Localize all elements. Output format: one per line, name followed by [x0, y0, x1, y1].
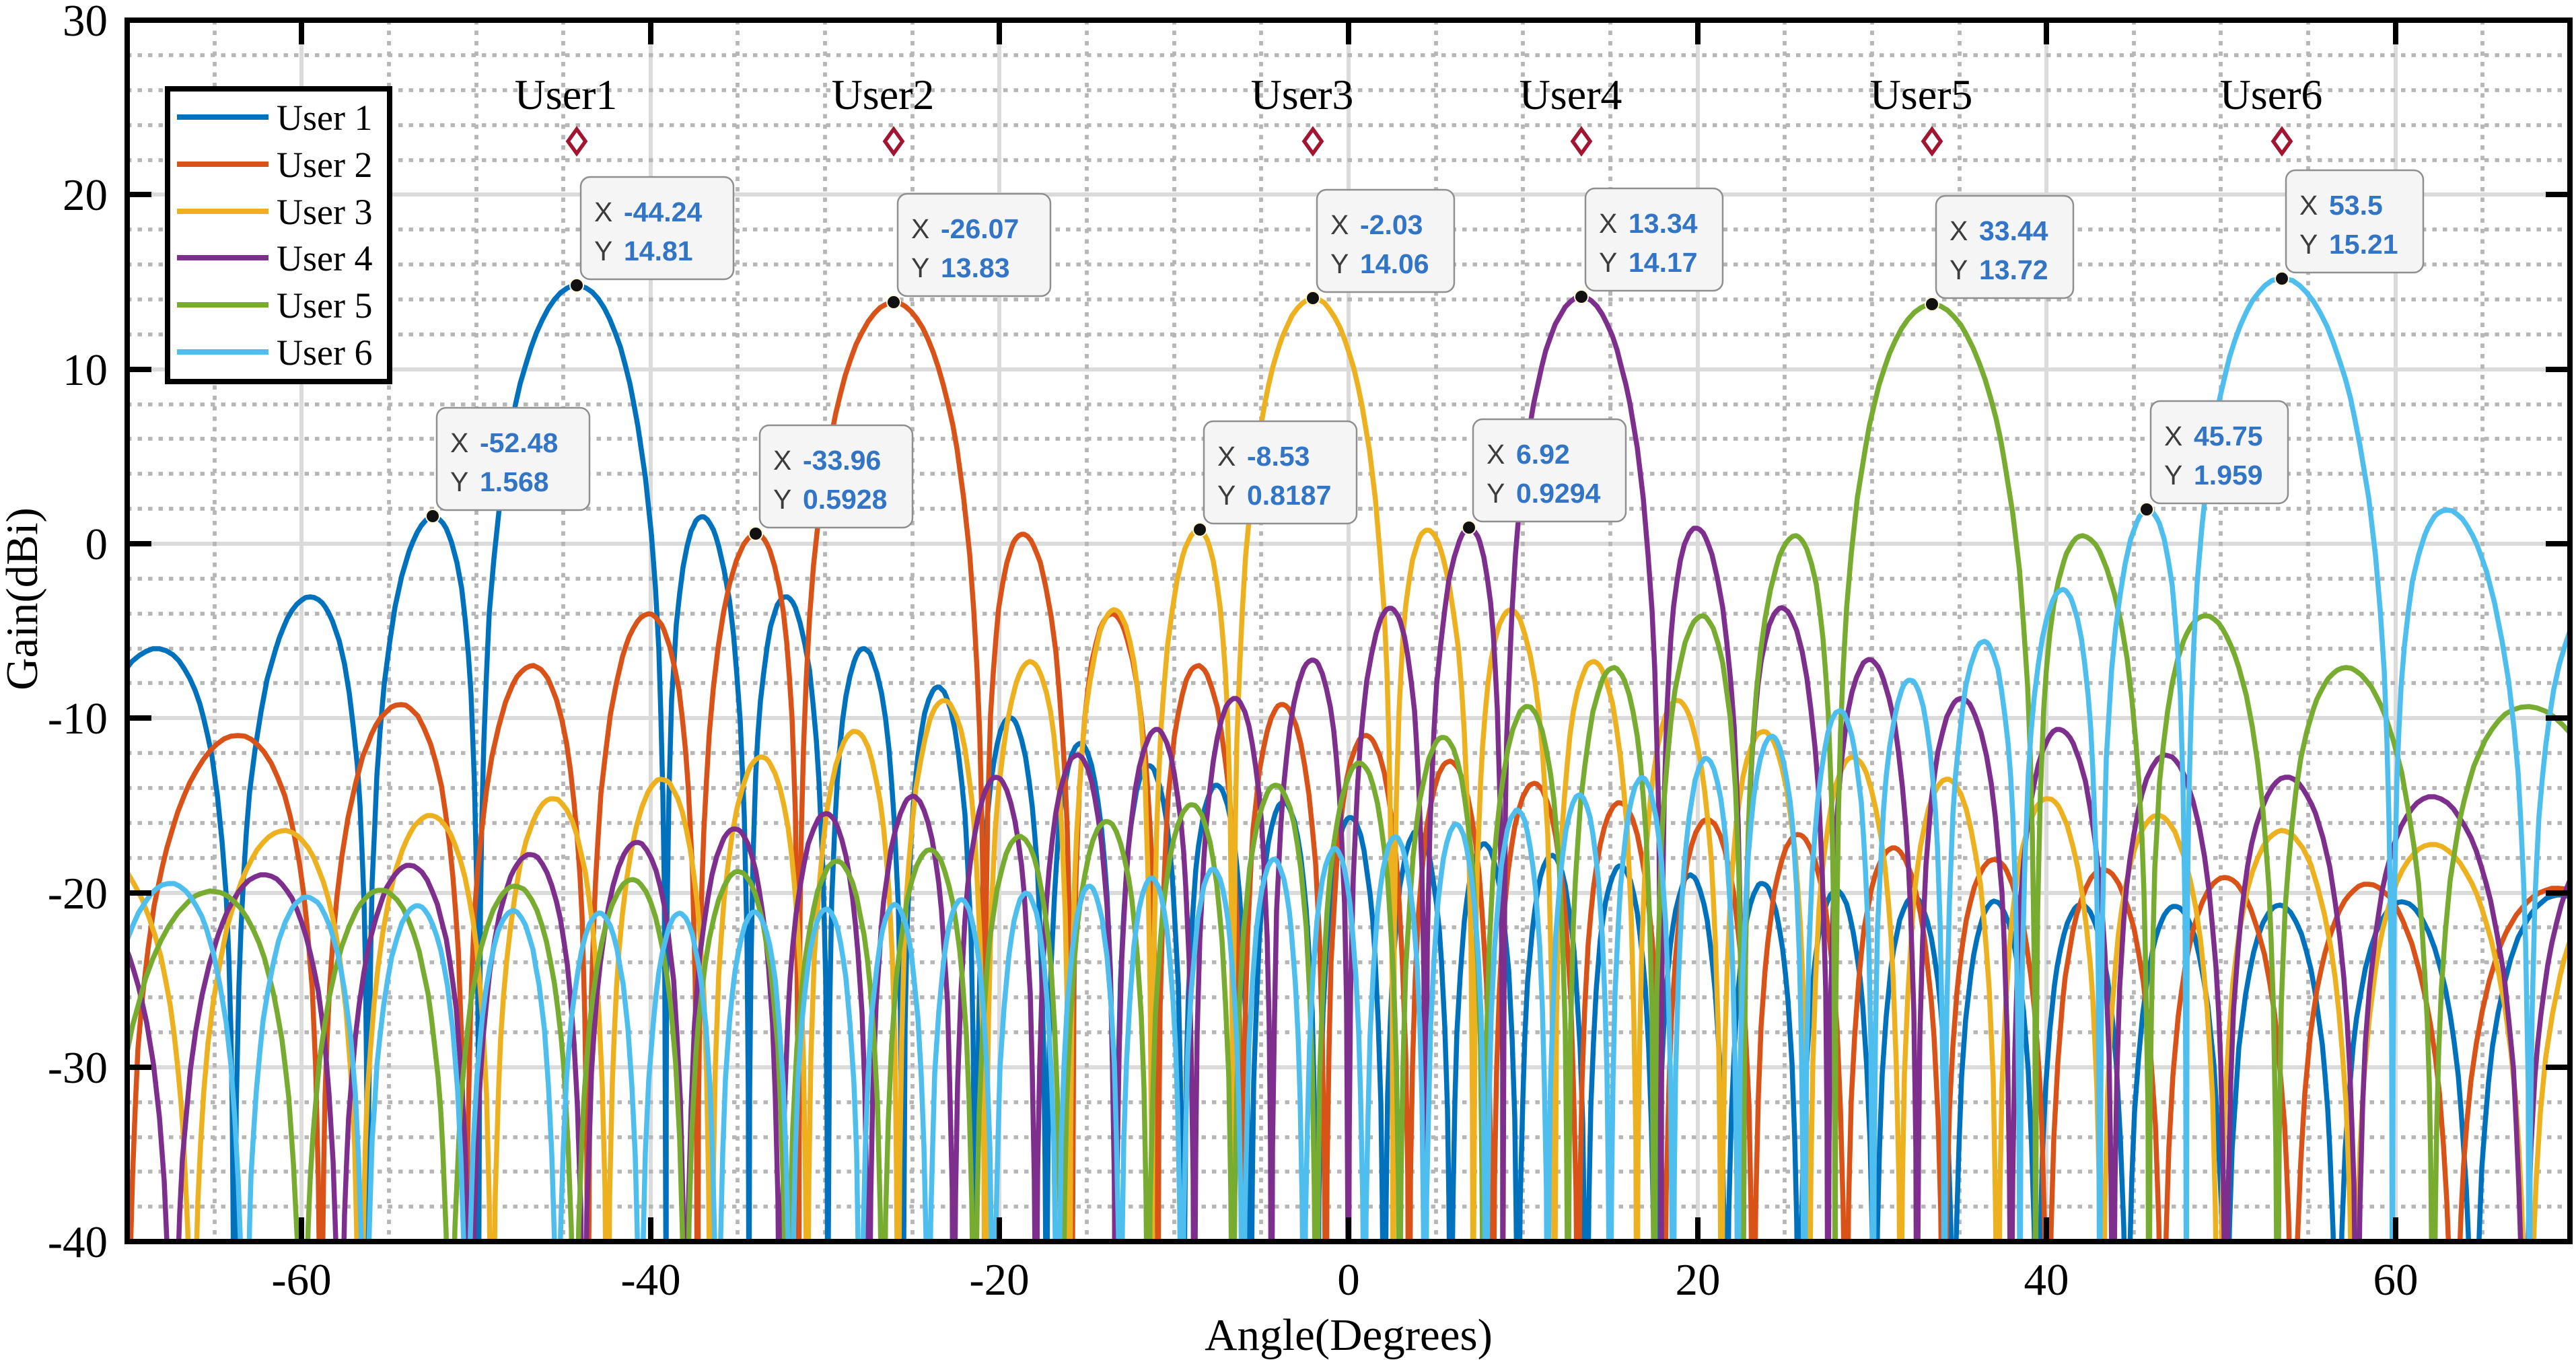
svg-text:Gain(dBi): Gain(dBi) [0, 507, 47, 690]
svg-text:X: X [2164, 421, 2182, 452]
svg-text:X: X [2299, 190, 2318, 221]
svg-text:6.92: 6.92 [1516, 439, 1570, 470]
svg-text:-26.07: -26.07 [941, 213, 1019, 244]
svg-text:1.959: 1.959 [2194, 460, 2263, 491]
svg-text:0.8187: 0.8187 [1247, 480, 1331, 511]
svg-text:-20: -20 [969, 1255, 1029, 1305]
svg-text:-33.96: -33.96 [803, 445, 881, 476]
svg-text:1.568: 1.568 [480, 466, 549, 497]
svg-text:15.21: 15.21 [2329, 229, 2398, 260]
svg-text:User 1: User 1 [277, 98, 372, 138]
svg-text:User 2: User 2 [277, 145, 372, 185]
svg-text:0.9294: 0.9294 [1516, 478, 1601, 509]
svg-text:X: X [1487, 439, 1505, 470]
svg-text:30: 30 [63, 0, 108, 46]
svg-text:X: X [594, 196, 612, 227]
svg-text:53.5: 53.5 [2329, 190, 2383, 221]
svg-text:Y: Y [773, 484, 791, 515]
svg-text:14.17: 14.17 [1629, 247, 1698, 278]
svg-text:User6: User6 [2220, 71, 2323, 118]
svg-text:X: X [773, 445, 791, 476]
svg-text:40: 40 [2024, 1255, 2069, 1305]
svg-text:10: 10 [63, 345, 108, 395]
svg-text:45.75: 45.75 [2194, 421, 2263, 452]
svg-text:0: 0 [1337, 1255, 1360, 1305]
svg-text:Y: Y [450, 466, 468, 497]
svg-text:-10: -10 [48, 694, 108, 744]
svg-text:20: 20 [1676, 1255, 1721, 1305]
svg-text:User2: User2 [832, 71, 935, 118]
svg-text:User4: User4 [1519, 71, 1622, 118]
svg-text:13.72: 13.72 [1979, 254, 2048, 285]
svg-text:Angle(Degrees): Angle(Degrees) [1205, 1310, 1493, 1360]
svg-text:0.5928: 0.5928 [803, 484, 887, 515]
svg-text:-60: -60 [271, 1255, 331, 1305]
svg-text:Y: Y [1487, 478, 1505, 509]
svg-text:-40: -40 [48, 1217, 108, 1267]
svg-text:20: 20 [63, 170, 108, 220]
svg-text:33.44: 33.44 [1979, 215, 2048, 246]
svg-text:Y: Y [594, 236, 612, 266]
svg-text:User 5: User 5 [277, 285, 372, 326]
svg-text:Y: Y [1217, 480, 1236, 511]
svg-text:X: X [1330, 209, 1349, 240]
svg-text:X: X [450, 427, 468, 458]
svg-text:Y: Y [911, 252, 929, 283]
svg-text:-20: -20 [48, 869, 108, 919]
svg-text:-40: -40 [620, 1255, 680, 1305]
svg-text:Y: Y [2164, 460, 2182, 491]
svg-text:X: X [911, 213, 929, 244]
svg-text:X: X [1949, 215, 1968, 246]
svg-text:User5: User5 [1870, 71, 1973, 118]
svg-text:-30: -30 [48, 1043, 108, 1093]
svg-text:User1: User1 [515, 71, 618, 118]
svg-text:-52.48: -52.48 [480, 427, 558, 458]
svg-text:User 3: User 3 [277, 192, 372, 232]
svg-text:X: X [1599, 208, 1617, 239]
svg-text:X: X [1217, 441, 1236, 472]
svg-text:User 4: User 4 [277, 238, 372, 279]
svg-text:60: 60 [2373, 1255, 2419, 1305]
svg-text:User 6: User 6 [277, 332, 372, 373]
svg-text:User3: User3 [1251, 71, 1354, 118]
svg-text:13.34: 13.34 [1629, 208, 1698, 239]
svg-text:Y: Y [1330, 248, 1349, 279]
svg-text:-8.53: -8.53 [1247, 441, 1310, 472]
svg-text:Y: Y [1599, 247, 1617, 278]
svg-text:13.83: 13.83 [941, 252, 1010, 283]
svg-text:Y: Y [1949, 254, 1968, 285]
svg-text:-2.03: -2.03 [1360, 209, 1423, 240]
svg-text:14.06: 14.06 [1360, 248, 1429, 279]
svg-text:Y: Y [2299, 229, 2318, 260]
svg-text:0: 0 [85, 520, 108, 569]
svg-text:-44.24: -44.24 [624, 196, 702, 227]
svg-text:14.81: 14.81 [624, 236, 693, 266]
